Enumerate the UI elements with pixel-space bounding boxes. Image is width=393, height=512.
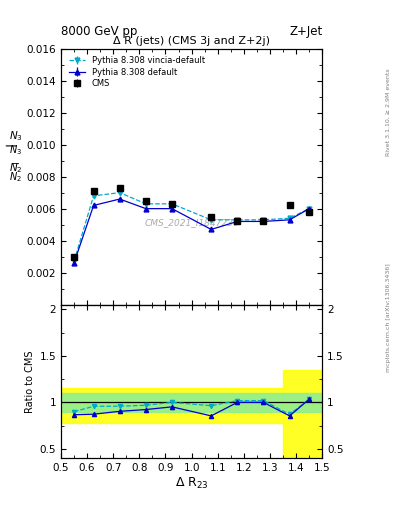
- Text: $N_2$: $N_2$: [9, 161, 22, 175]
- Text: 8000 GeV pp: 8000 GeV pp: [61, 26, 137, 38]
- Title: Δ R (jets) (CMS 3j and Z+2j): Δ R (jets) (CMS 3j and Z+2j): [113, 36, 270, 47]
- Y-axis label: Ratio to CMS: Ratio to CMS: [25, 350, 35, 413]
- Legend: Pythia 8.308 vincia-default, Pythia 8.308 default, CMS: Pythia 8.308 vincia-default, Pythia 8.30…: [66, 54, 208, 91]
- X-axis label: Δ R$_{23}$: Δ R$_{23}$: [175, 476, 208, 491]
- Text: $N_3$
─
$N_2$: $N_3$ ─ $N_2$: [9, 143, 22, 184]
- Text: Rivet 3.1.10, ≥ 2.9M events: Rivet 3.1.10, ≥ 2.9M events: [386, 69, 391, 157]
- Bar: [61, 389, 283, 423]
- Bar: [61, 393, 322, 412]
- Text: CMS_2021_I1847230: CMS_2021_I1847230: [144, 218, 239, 227]
- Text: mcplots.cern.ch [arXiv:1306.3436]: mcplots.cern.ch [arXiv:1306.3436]: [386, 263, 391, 372]
- Bar: [283, 370, 322, 458]
- Text: Z+Jet: Z+Jet: [289, 26, 322, 38]
- Text: $N_3$: $N_3$: [9, 130, 23, 143]
